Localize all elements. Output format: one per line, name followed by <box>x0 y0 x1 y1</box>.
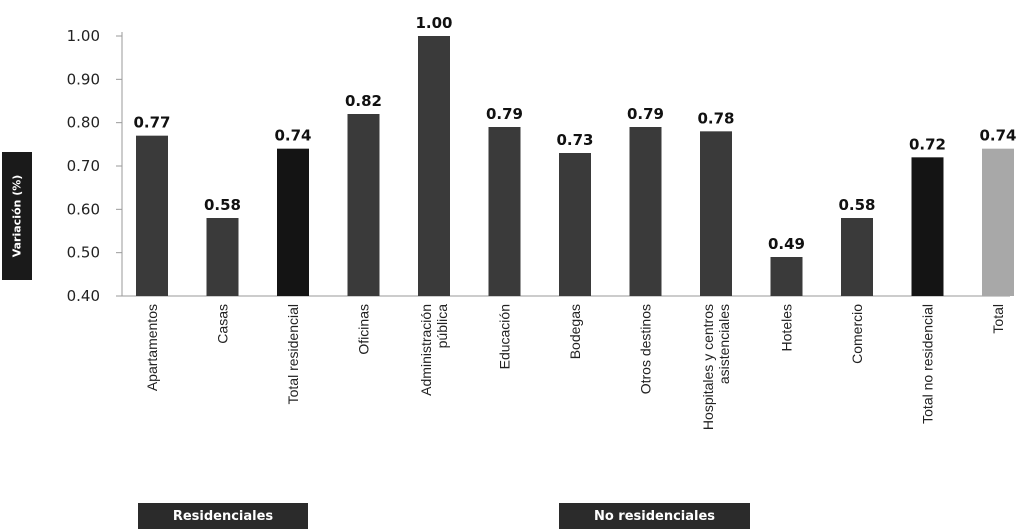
data-label: 0.73 <box>556 131 593 149</box>
y-tick-label: 0.40 <box>67 287 100 305</box>
x-tick-label-line: Oficinas <box>356 304 372 355</box>
value-labels: 0.77 0.58 0.74 0.82 1.00 0.79 0.73 0.79 0.78 0.49… <box>133 14 1016 253</box>
y-tick-label: 0.60 <box>67 200 100 218</box>
x-tick-label-line: Apartamentos <box>144 304 160 391</box>
data-label: 0.79 <box>486 105 523 123</box>
data-label: 0.58 <box>204 196 241 214</box>
bar <box>770 257 803 296</box>
bar <box>982 148 1014 296</box>
x-tick-label-line: Educación <box>497 304 513 369</box>
x-tick-label: Total <box>990 304 1006 334</box>
x-tick-label: Comercio <box>849 304 865 364</box>
y-tick-label: 0.90 <box>67 70 100 88</box>
bar <box>277 148 309 296</box>
bar <box>841 218 873 296</box>
x-tick-label: Bodegas <box>567 304 583 359</box>
y-tick-label: 0.80 <box>67 114 100 132</box>
bar <box>347 114 380 296</box>
data-label: 1.00 <box>415 14 452 32</box>
data-label: 0.78 <box>697 109 734 127</box>
bar-chart: 1.000.900.800.700.600.500.40 0.770.580.7… <box>67 14 1017 430</box>
x-tick-label-line: Otros destinos <box>638 304 654 394</box>
x-tick-label-line: Hoteles <box>779 304 795 351</box>
data-label: 0.72 <box>909 135 946 153</box>
bar <box>911 157 944 296</box>
data-label: 0.82 <box>345 92 382 110</box>
x-axis-labels: Apartamentos Casas Total residencial Oficin… <box>144 304 1006 430</box>
bar <box>700 131 732 296</box>
x-tick-label-line: Total residencial <box>285 304 301 404</box>
x-tick-label-line: Hospitales y centros <box>700 304 716 430</box>
data-label: 0.58 <box>838 196 875 214</box>
x-tick-label: Otros destinos <box>638 304 654 394</box>
x-tick-label: Total no residencial <box>920 304 936 424</box>
bar <box>559 153 591 296</box>
y-axis-label: Variación (%) <box>10 174 24 258</box>
group-label-residenciales: Residenciales <box>138 503 308 529</box>
x-tick-label: Educación <box>497 304 513 369</box>
x-tick-label-line: pública <box>434 304 450 349</box>
data-label: 0.74 <box>979 127 1016 145</box>
bars <box>136 36 1014 296</box>
y-tick-label: 0.50 <box>67 244 100 262</box>
x-tick-label-line: Total no residencial <box>920 304 936 424</box>
x-tick-label-line: asistenciales <box>716 304 732 384</box>
y-tick-label: 0.70 <box>67 157 100 175</box>
bar <box>629 127 662 296</box>
y-tick-label: 1.00 <box>67 27 100 45</box>
bar <box>136 135 168 296</box>
x-tick-label: Hoteles <box>779 304 795 351</box>
x-tick-label-line: Comercio <box>849 304 865 364</box>
x-tick-label: Hospitales y centros asistenciales <box>700 304 732 430</box>
x-tick-label: Oficinas <box>356 304 372 355</box>
x-tick-label: Apartamentos <box>144 304 160 391</box>
x-tick-label-line: Administración <box>418 304 434 396</box>
x-tick-label-line: Total <box>990 304 1006 334</box>
y-axis: 1.00 0.90 0.80 0.70 0.60 0.50 0.40 <box>67 27 1010 305</box>
bar <box>418 36 450 296</box>
bar <box>206 218 239 296</box>
data-label: 0.79 <box>627 105 664 123</box>
x-tick-label-line: Bodegas <box>567 304 583 359</box>
data-label: 0.74 <box>274 127 311 145</box>
x-tick-label-line: Casas <box>215 304 231 344</box>
data-label: 0.49 <box>768 235 805 253</box>
x-tick-label: Total residencial <box>285 304 301 404</box>
data-label: 0.77 <box>133 114 170 132</box>
y-axis-label-box: Variación (%) <box>2 152 32 280</box>
bar <box>488 127 521 296</box>
x-tick-label: Casas <box>215 304 231 344</box>
group-label-no-residenciales: No residenciales <box>559 503 750 529</box>
x-tick-label: Administración pública <box>418 304 450 396</box>
